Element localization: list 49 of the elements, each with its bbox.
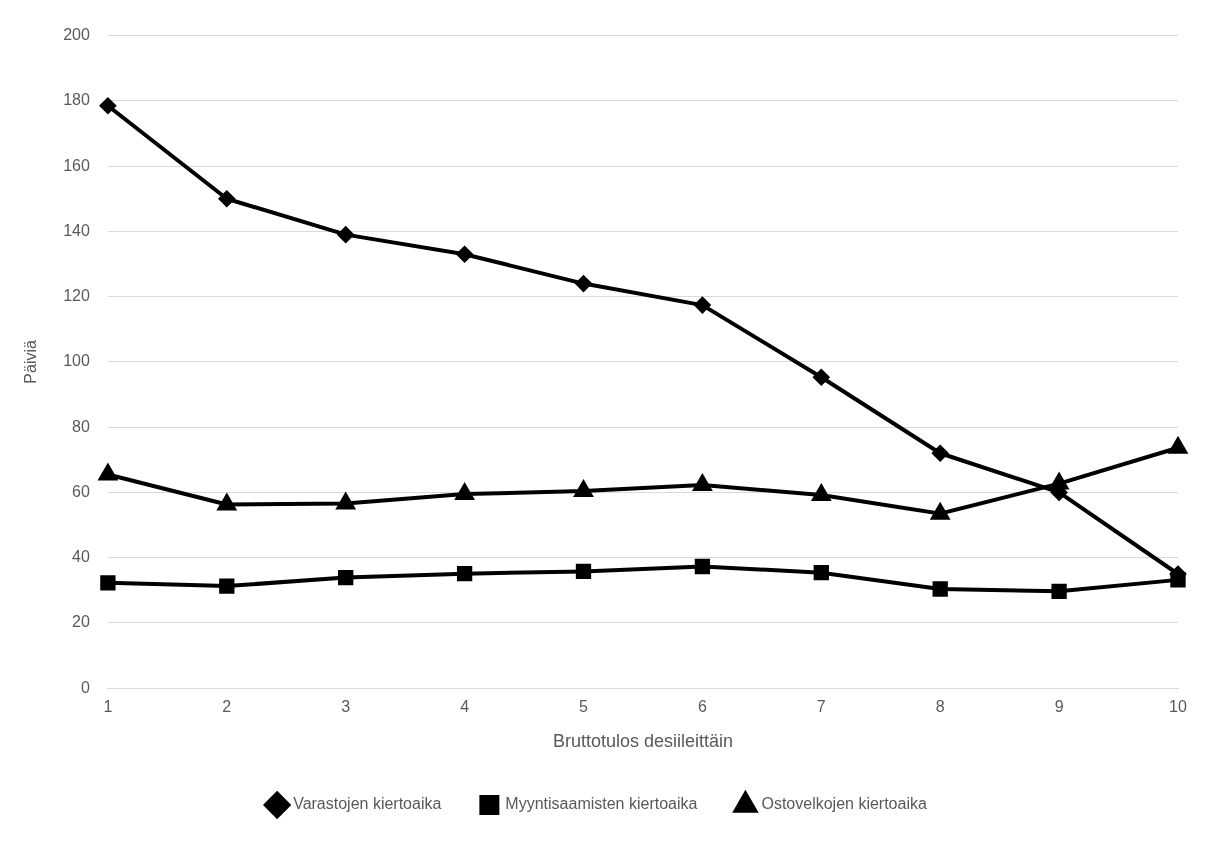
point <box>1051 583 1067 599</box>
point <box>337 226 354 243</box>
y-axis-title: Päiviä <box>22 340 40 384</box>
point <box>1169 437 1187 454</box>
x-tick-label: 8 <box>935 698 945 716</box>
point <box>219 578 235 594</box>
y-tick-label: 0 <box>80 678 90 696</box>
x-tick-label: 1 <box>103 698 113 716</box>
point <box>812 485 831 502</box>
y-tick-label: 180 <box>63 91 90 109</box>
legend-label: Ostovelkojen kiertoaika <box>761 795 927 813</box>
y-tick-label: 60 <box>72 482 90 500</box>
point <box>575 563 592 580</box>
y-tick-label: 140 <box>63 221 90 239</box>
point <box>694 558 711 575</box>
x-tick-label: 10 <box>1169 698 1187 716</box>
point <box>338 569 354 586</box>
legend-label: Myyntisaamisten kiertoaika <box>505 795 698 813</box>
x-tick-label: 4 <box>460 698 470 716</box>
point <box>456 566 473 582</box>
point <box>98 464 117 481</box>
point <box>455 484 474 501</box>
x-tick-label: 9 <box>1054 698 1064 716</box>
point <box>217 494 236 511</box>
point <box>574 481 593 498</box>
x-tick-label: 7 <box>816 698 826 716</box>
point <box>813 369 830 386</box>
y-tick-label: 200 <box>63 26 90 44</box>
point <box>218 190 235 207</box>
y-tick-label: 80 <box>72 417 90 435</box>
y-tick-label: 20 <box>72 613 90 631</box>
y-tick-label: 40 <box>72 548 90 566</box>
point <box>932 445 949 462</box>
x-tick-label: 2 <box>222 698 232 716</box>
legend-label: Varastojen kiertoaika <box>293 795 442 813</box>
y-tick-label: 120 <box>63 287 90 305</box>
point <box>932 581 948 597</box>
point <box>456 246 473 263</box>
point <box>100 575 116 591</box>
x-tick-label: 6 <box>697 698 707 716</box>
x-tick-label: 5 <box>579 698 589 716</box>
x-axis-title: Bruttotulos desiileittäin <box>552 731 733 752</box>
y-tick-label: 160 <box>63 156 90 174</box>
x-tick-label: 3 <box>341 698 351 716</box>
point <box>813 565 829 581</box>
point <box>575 275 592 292</box>
y-tick-label: 100 <box>63 352 90 370</box>
point <box>694 297 711 314</box>
point <box>99 97 116 114</box>
